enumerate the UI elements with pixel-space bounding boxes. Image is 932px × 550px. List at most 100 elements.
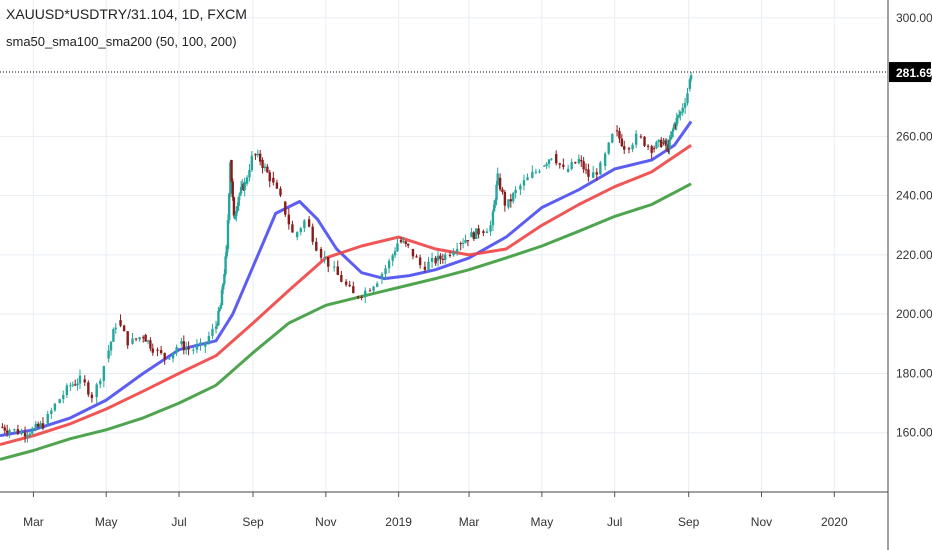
candle-body (372, 286, 375, 291)
candle-body (226, 220, 230, 249)
x-tick-label: Nov (315, 515, 336, 529)
candle-body (58, 399, 61, 404)
candle-body (686, 93, 689, 103)
candle-body (577, 158, 581, 164)
candle-body (512, 193, 515, 202)
candle-body (303, 220, 306, 229)
last-price-tag (889, 62, 931, 83)
candle-body (595, 172, 598, 175)
candle-body (688, 79, 692, 89)
candle-body (256, 153, 260, 156)
candle-body (62, 395, 65, 400)
candle-body (639, 136, 643, 138)
candle-body (39, 423, 42, 427)
candle-body (187, 347, 190, 350)
candle-body (464, 240, 467, 243)
candle-body (423, 266, 427, 270)
candle-body (461, 242, 465, 245)
candle-body (485, 231, 489, 234)
y-tick-label: 240.00 (896, 189, 932, 203)
candle-body (436, 255, 440, 261)
candle-body (562, 164, 565, 167)
candle-body (340, 274, 343, 282)
candle-body (618, 131, 621, 139)
candle-body (531, 171, 534, 178)
candle-body (126, 331, 129, 346)
candle-body (237, 197, 240, 207)
candle-body (168, 358, 171, 360)
candle-body (180, 341, 183, 344)
candle-body (295, 232, 299, 238)
indicator-legend[interactable]: sma50_sma100_sma200 (50, 100, 200) (6, 34, 237, 49)
candle-body (112, 329, 115, 342)
candle-body (69, 385, 72, 387)
candle-body (214, 326, 218, 329)
candle-body (131, 338, 134, 344)
candle-body (404, 241, 408, 244)
candle-body (380, 274, 384, 279)
candle-body (195, 345, 199, 350)
candle-body (216, 325, 219, 327)
candle-body (224, 256, 227, 275)
candle-body (584, 169, 588, 171)
x-tick-label: 2020 (821, 515, 848, 529)
price-candles (1, 71, 693, 443)
candle-body (291, 224, 294, 233)
y-tick-label: 220.00 (896, 248, 932, 262)
candle-body (323, 257, 326, 259)
candle-body (620, 138, 624, 147)
candle-body (538, 171, 541, 173)
candle-body (534, 171, 538, 173)
sma50-line (0, 120, 693, 438)
candle-body (566, 168, 570, 172)
candle-body (587, 169, 590, 177)
candle-body (643, 136, 646, 146)
candle-body (336, 266, 339, 275)
candle-body (554, 154, 558, 164)
candle-body (657, 139, 661, 143)
candle-body (352, 286, 355, 294)
candle-body (673, 123, 676, 129)
candle-body (232, 197, 236, 216)
candle-body (159, 350, 163, 354)
candle-body (580, 160, 583, 162)
candle-body (78, 375, 82, 384)
candle-body (211, 328, 214, 336)
candle-body (13, 429, 16, 431)
candle-body (477, 228, 480, 235)
candle-body (387, 260, 391, 269)
x-tick-label: Mar (459, 515, 480, 529)
x-tick-label: May (531, 515, 554, 529)
candle-body (76, 383, 79, 386)
candle-body (522, 180, 526, 186)
candle-body (466, 240, 470, 242)
candle-body (574, 162, 577, 164)
candle-body (662, 142, 665, 144)
candle-body (261, 160, 264, 169)
candle-body (41, 423, 45, 429)
candle-body (73, 384, 77, 386)
candle-body (501, 189, 504, 192)
candle-body (599, 162, 602, 175)
candle-body (677, 114, 681, 116)
candle-body (611, 134, 614, 143)
candle-body (411, 248, 415, 257)
candle-body (676, 115, 680, 118)
candle-body (31, 428, 34, 434)
candle-body (28, 433, 32, 436)
candle-body (364, 290, 367, 298)
candle-body (448, 254, 452, 256)
candle-body (99, 380, 102, 385)
candle-body (219, 305, 223, 309)
candle-body (275, 182, 279, 189)
candle-body (95, 384, 98, 398)
candle-body (368, 290, 372, 292)
candle-body (239, 187, 243, 194)
candle-body (650, 146, 653, 153)
x-tick-label: Sep (678, 515, 700, 529)
candle-body (503, 191, 507, 206)
candle-body (498, 177, 502, 190)
candle-body (399, 240, 403, 243)
